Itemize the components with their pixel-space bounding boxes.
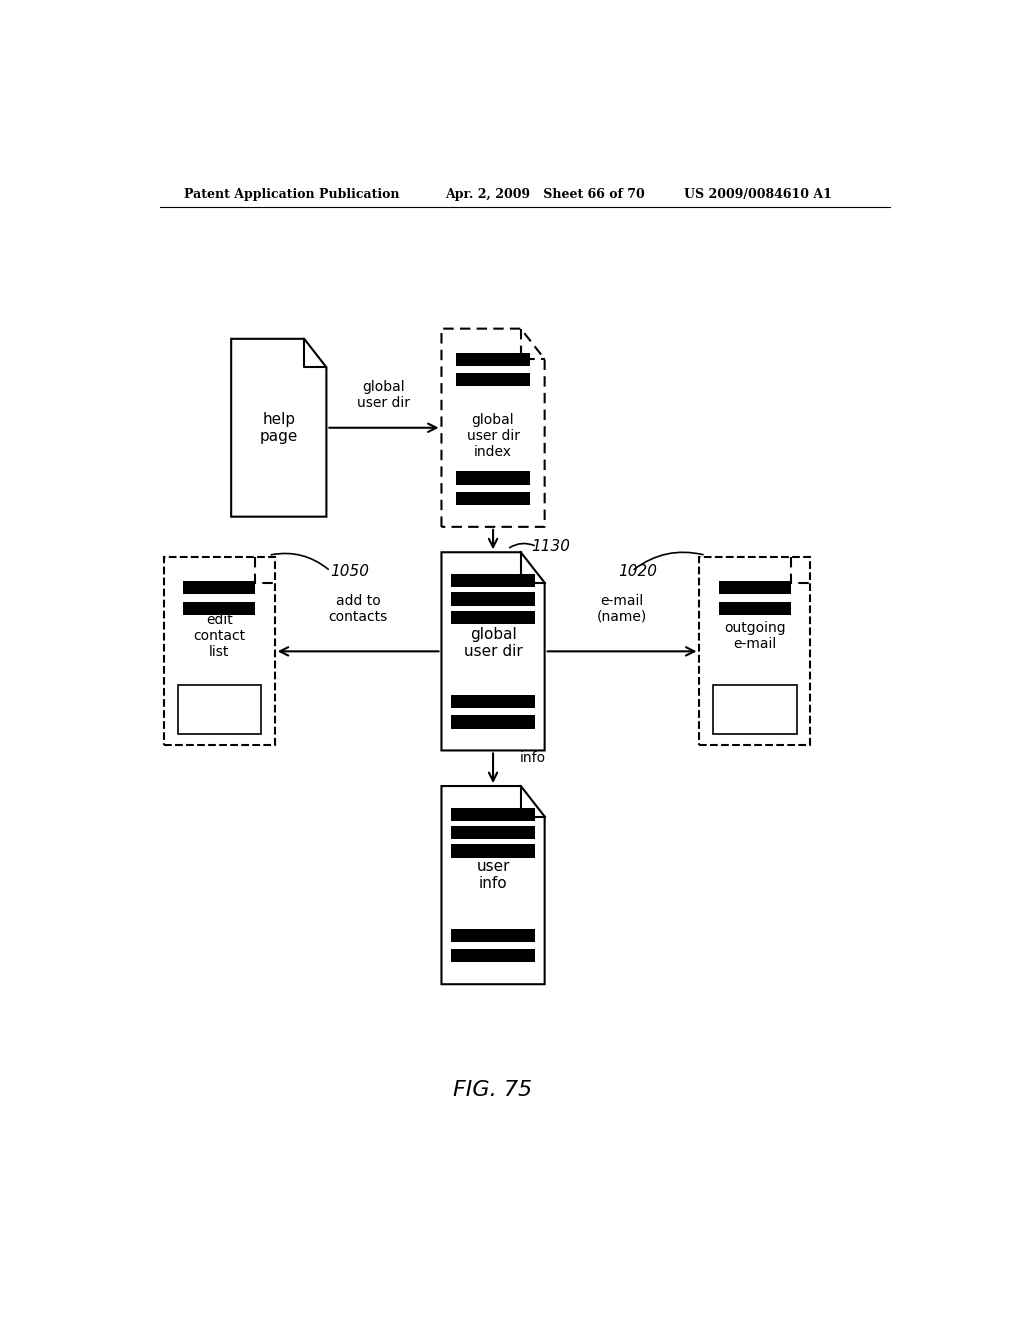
Polygon shape — [441, 329, 545, 527]
Bar — [456, 372, 530, 385]
Bar — [451, 593, 536, 606]
Bar — [451, 611, 536, 624]
Bar — [451, 845, 536, 858]
Text: 1020: 1020 — [618, 564, 657, 578]
Bar — [719, 581, 792, 594]
Text: global
user dir: global user dir — [357, 380, 411, 411]
Bar — [451, 574, 536, 587]
Text: Apr. 2, 2009   Sheet 66 of 70: Apr. 2, 2009 Sheet 66 of 70 — [445, 189, 645, 202]
FancyBboxPatch shape — [699, 557, 811, 746]
Bar — [714, 685, 797, 734]
Bar — [451, 929, 536, 942]
Text: global
user dir
index: global user dir index — [467, 413, 519, 459]
Bar — [451, 715, 536, 729]
Polygon shape — [441, 785, 545, 985]
Text: user
info: user info — [476, 859, 510, 891]
Bar — [183, 602, 255, 615]
Bar — [456, 492, 530, 506]
Text: edit
contact
list: edit contact list — [194, 612, 246, 659]
Text: Patent Application Publication: Patent Application Publication — [183, 189, 399, 202]
Text: outgoing
e-mail: outgoing e-mail — [724, 620, 785, 651]
Bar — [451, 808, 536, 821]
Text: 1050: 1050 — [331, 564, 370, 578]
Text: help
page: help page — [260, 412, 298, 444]
Bar — [451, 696, 536, 709]
Bar — [719, 602, 792, 615]
Bar — [456, 471, 530, 484]
Bar — [177, 685, 261, 734]
Text: e-mail
(name): e-mail (name) — [597, 594, 647, 624]
Text: FIG. 75: FIG. 75 — [454, 1081, 532, 1101]
Text: 1130: 1130 — [531, 539, 570, 554]
Bar — [456, 352, 530, 366]
Polygon shape — [231, 339, 327, 516]
Text: US 2009/0084610 A1: US 2009/0084610 A1 — [684, 189, 831, 202]
Polygon shape — [441, 552, 545, 751]
Text: add to
contacts: add to contacts — [329, 594, 388, 624]
Text: global
user dir: global user dir — [464, 627, 522, 660]
Bar — [451, 826, 536, 840]
Bar — [183, 581, 255, 594]
Bar — [451, 949, 536, 962]
FancyBboxPatch shape — [164, 557, 274, 746]
Text: info: info — [519, 751, 546, 766]
